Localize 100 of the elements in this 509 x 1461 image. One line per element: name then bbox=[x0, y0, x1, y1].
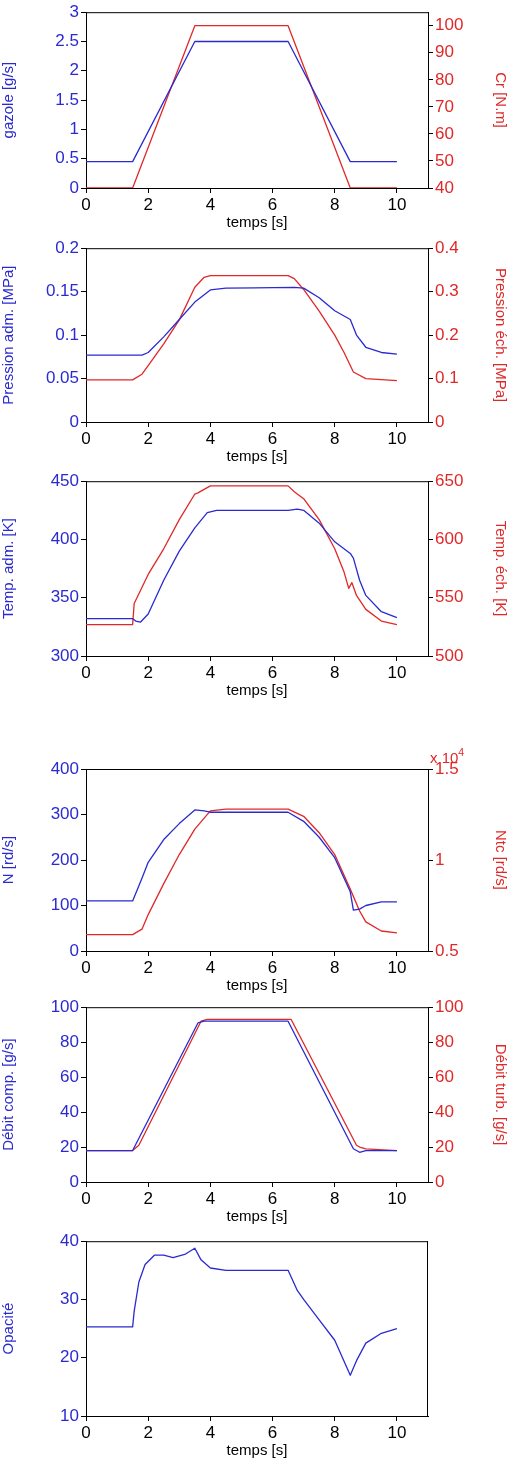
y2-axis-title: Cr [N.m] bbox=[492, 72, 509, 129]
y-tick-label: 400 bbox=[50, 758, 79, 778]
x-tick-label: 2 bbox=[143, 1188, 153, 1208]
y2-tick-label: 40 bbox=[435, 177, 454, 197]
x-axis-title: temps [s] bbox=[226, 447, 288, 465]
y-tick-label: 0.05 bbox=[45, 368, 79, 388]
y2-axis-title: Débit turb. [g/s] bbox=[492, 1043, 509, 1146]
y-tick-label: 20 bbox=[60, 1136, 79, 1156]
y-tick-label: 1 bbox=[69, 119, 79, 139]
y2-tick-label: 100 bbox=[435, 15, 464, 35]
x-tick-label: 8 bbox=[329, 662, 340, 682]
x-tick-label: 8 bbox=[329, 957, 340, 977]
x-tick-label: 10 bbox=[387, 1422, 407, 1442]
y-axis-title: N [rd/s] bbox=[0, 835, 17, 885]
x-tick-label: 4 bbox=[205, 1422, 216, 1442]
y2-tick-label: 0.3 bbox=[435, 281, 459, 301]
x-tick-label: 10 bbox=[387, 662, 407, 682]
y2-tick-label: 0 bbox=[435, 411, 445, 431]
y-tick-label: 100 bbox=[50, 996, 79, 1016]
y2-tick-label: 0 bbox=[435, 1171, 445, 1191]
y-tick-label: 20 bbox=[60, 1347, 79, 1367]
x-tick-label: 8 bbox=[329, 1422, 340, 1442]
y-tick-label: 0.5 bbox=[55, 148, 79, 168]
x-axis-title: temps [s] bbox=[226, 213, 288, 231]
y2-tick-label: 90 bbox=[435, 42, 454, 62]
y2-tick-label: 550 bbox=[435, 587, 464, 607]
y2-tick-label: 500 bbox=[435, 645, 464, 665]
y-tick-label: 0 bbox=[69, 411, 79, 431]
y2-tick-label: 50 bbox=[435, 150, 454, 170]
x-tick-label: 2 bbox=[143, 957, 153, 977]
y-tick-label: 2.5 bbox=[55, 31, 79, 51]
x-tick-label: 6 bbox=[267, 1422, 278, 1442]
x-tick-label: 6 bbox=[267, 1188, 278, 1208]
y-axis-title: Opacité bbox=[0, 1302, 17, 1355]
x-tick-label: 4 bbox=[205, 428, 216, 448]
y-tick-label: 40 bbox=[60, 1101, 79, 1121]
x-tick-label: 6 bbox=[267, 428, 278, 448]
y-tick-label: 350 bbox=[50, 587, 79, 607]
x-tick-label: 8 bbox=[329, 1188, 340, 1208]
y-tick-label: 0.1 bbox=[55, 324, 79, 344]
x-tick-label: 2 bbox=[143, 1422, 153, 1442]
y2-tick-label: 70 bbox=[435, 96, 454, 116]
x-tick-label: 10 bbox=[387, 1188, 407, 1208]
x-tick-label: 6 bbox=[267, 662, 278, 682]
y2-axis-title: Pression éch. [MPa] bbox=[492, 267, 509, 403]
y2-tick-label: 600 bbox=[435, 529, 464, 549]
y2-tick-label: 100 bbox=[435, 996, 464, 1016]
y-tick-label: 10 bbox=[60, 1405, 79, 1425]
x-tick-label: 2 bbox=[143, 428, 153, 448]
y-tick-label: 100 bbox=[50, 895, 79, 915]
y2-tick-label: 0.5 bbox=[435, 940, 459, 960]
y2-tick-label: 60 bbox=[435, 123, 454, 143]
y2-tick-label: 650 bbox=[435, 470, 464, 490]
y-tick-label: 0 bbox=[69, 940, 79, 960]
x-axis-title: temps [s] bbox=[226, 976, 288, 994]
y-tick-label: 300 bbox=[50, 645, 79, 665]
y-tick-label: 450 bbox=[50, 470, 79, 490]
x-axis-title: temps [s] bbox=[226, 1441, 288, 1459]
x-axis-title: temps [s] bbox=[226, 1207, 288, 1225]
y-axis-title: Pression adm. [MPa] bbox=[0, 265, 17, 405]
y-tick-label: 0 bbox=[69, 1171, 79, 1191]
y-axis-title: Temp. adm. [K] bbox=[0, 518, 17, 620]
x-tick-label: 10 bbox=[387, 957, 407, 977]
x-tick-label: 4 bbox=[205, 194, 216, 214]
y2-tick-label: 1 bbox=[435, 849, 445, 869]
y2-axis-title: Ntc [rd/s] bbox=[492, 829, 509, 891]
x-tick-label: 6 bbox=[267, 957, 278, 977]
y2-tick-label: 0.1 bbox=[435, 368, 459, 388]
y-tick-label: 200 bbox=[50, 849, 79, 869]
y-tick-label: 3 bbox=[69, 1, 79, 21]
x-tick-label: 4 bbox=[205, 957, 216, 977]
y2-tick-label: 80 bbox=[435, 1031, 454, 1051]
y-tick-label: 60 bbox=[60, 1066, 79, 1086]
y-tick-label: 80 bbox=[60, 1031, 79, 1051]
y2-tick-label: 0.4 bbox=[435, 237, 459, 257]
y-tick-label: 1.5 bbox=[55, 89, 79, 109]
x-tick-label: 8 bbox=[329, 194, 340, 214]
x-axis-title: temps [s] bbox=[226, 681, 288, 699]
x-tick-label: 6 bbox=[267, 194, 278, 214]
x-tick-label: 10 bbox=[387, 194, 407, 214]
y-axis-title: gazole [g/s] bbox=[0, 61, 17, 139]
y-tick-label: 0.2 bbox=[55, 237, 79, 257]
x-tick-label: 10 bbox=[387, 428, 407, 448]
y2-tick-label: 0.2 bbox=[435, 324, 459, 344]
y-tick-label: 0.15 bbox=[45, 281, 79, 301]
x-tick-label: 2 bbox=[143, 662, 153, 682]
y-axis-title: Débit comp. [g/s] bbox=[0, 1038, 17, 1151]
y2-tick-label: 20 bbox=[435, 1136, 454, 1156]
y-tick-label: 30 bbox=[60, 1289, 79, 1309]
x-tick-label: 8 bbox=[329, 428, 340, 448]
y-tick-label: 400 bbox=[50, 529, 79, 549]
y-tick-label: 300 bbox=[50, 804, 79, 824]
y-tick-label: 40 bbox=[60, 1230, 79, 1250]
y2-tick-label: 40 bbox=[435, 1101, 454, 1121]
x-tick-label: 4 bbox=[205, 1188, 216, 1208]
y-tick-label: 0 bbox=[69, 177, 79, 197]
y2-tick-label: 60 bbox=[435, 1066, 454, 1086]
y-tick-label: 2 bbox=[69, 60, 79, 80]
y2-tick-label: 80 bbox=[435, 69, 454, 89]
y2-axis-title: Temp. éch. [K] bbox=[492, 520, 509, 617]
